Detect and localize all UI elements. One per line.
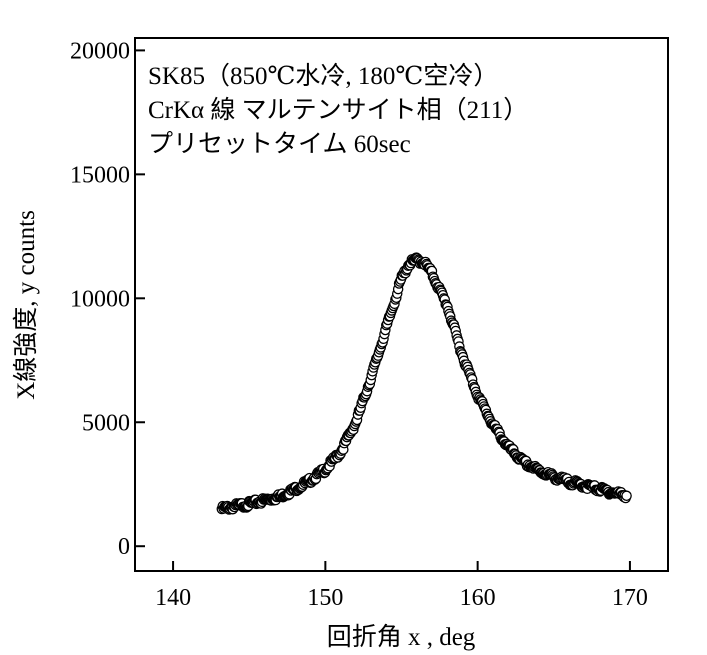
x-axis-title: 回折角 x , deg (327, 623, 476, 651)
y-tick-label: 5000 (82, 410, 130, 436)
x-tick-label: 170 (612, 585, 648, 611)
annotation-line-2: CrKα 線 マルテンサイト相（211） (148, 96, 528, 124)
y-tick-label: 15000 (70, 162, 130, 188)
y-tick-label: 20000 (70, 38, 130, 64)
x-tick-label: 140 (155, 585, 191, 611)
y-axis-ticks: 0 5000 10000 15000 20000 (70, 38, 145, 560)
data-point (621, 490, 632, 502)
y-axis-title: X線強度, y counts (12, 210, 40, 400)
data-points (216, 252, 632, 515)
x-tick-label: 150 (307, 585, 343, 611)
annotation-line-1: SK85（850℃水冷, 180℃空冷） (148, 62, 498, 90)
plot-frame (134, 37, 669, 572)
x-tick-label: 160 (460, 585, 496, 611)
annotation-line-3: プリセットタイム 60sec (148, 130, 411, 158)
x-axis-ticks: 140 150 160 170 (155, 561, 648, 611)
y-tick-label: 10000 (70, 286, 130, 312)
y-tick-label: 0 (118, 534, 130, 560)
